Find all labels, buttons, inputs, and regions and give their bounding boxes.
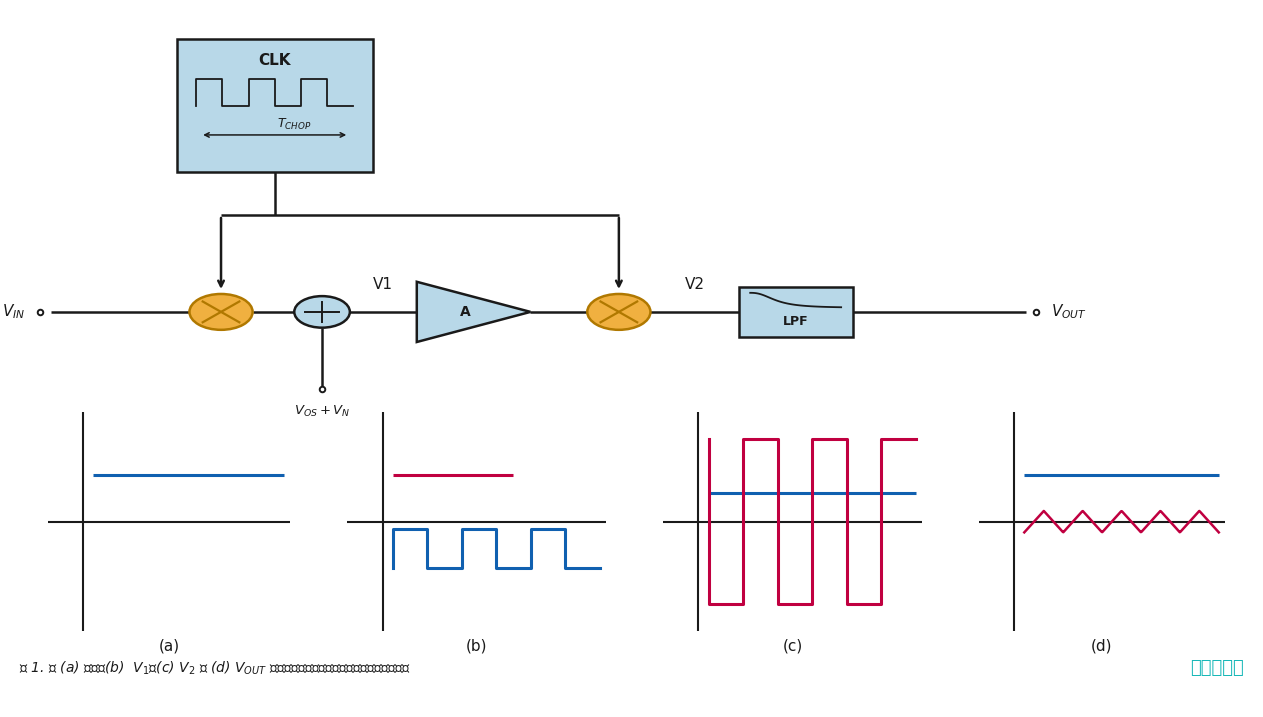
Text: (b): (b) [466, 638, 488, 653]
FancyBboxPatch shape [739, 287, 853, 337]
Text: $V_{OUT}$: $V_{OUT}$ [1051, 303, 1086, 321]
Text: 图 1. 在 (a) 输入、(b)  $V_1$、(c) $V_2$ 和 (d) $V_{OUT}$ 端的信号（蓝色）和误差（红色）的时域波形: 图 1. 在 (a) 输入、(b) $V_1$、(c) $V_2$ 和 (d) … [19, 660, 410, 677]
FancyBboxPatch shape [177, 39, 373, 172]
Text: CLK: CLK [259, 53, 290, 68]
Text: (c): (c) [782, 638, 803, 653]
Text: A: A [460, 305, 471, 319]
Circle shape [587, 294, 650, 330]
Circle shape [294, 296, 350, 328]
Polygon shape [417, 282, 530, 342]
Text: V2: V2 [685, 277, 705, 292]
Text: (d): (d) [1091, 638, 1113, 653]
Text: V1: V1 [374, 277, 393, 292]
Text: 自动秒链接: 自动秒链接 [1190, 659, 1244, 678]
Text: $V_{IN}$: $V_{IN}$ [3, 303, 25, 321]
Circle shape [189, 294, 253, 330]
Text: LPF: LPF [783, 315, 808, 328]
Text: $V_{OS} + V_N$: $V_{OS} + V_N$ [294, 404, 350, 419]
Text: (a): (a) [159, 638, 179, 653]
Text: $T_{CHOP}$: $T_{CHOP}$ [277, 117, 312, 132]
